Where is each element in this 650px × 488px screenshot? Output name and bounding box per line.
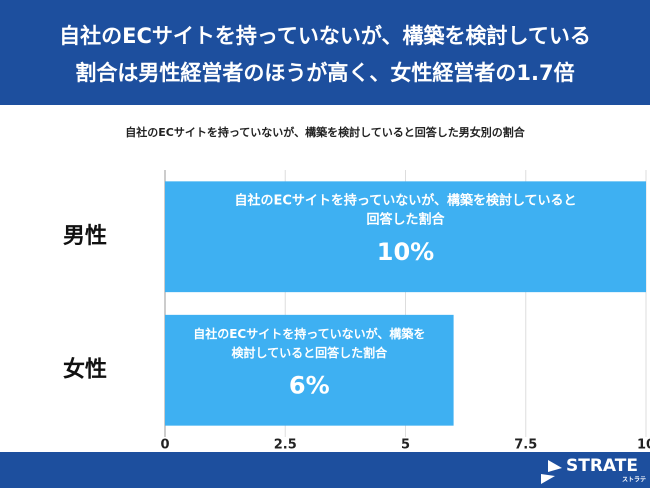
brand-kana: ストラテ — [622, 477, 646, 484]
x-tick-label: 5 — [401, 438, 410, 453]
x-tick-label: 0 — [160, 438, 169, 453]
bar-note: 回答した割合 — [366, 211, 445, 227]
logo-icon — [548, 460, 562, 472]
value-label: 10% — [377, 238, 434, 266]
bar — [165, 181, 646, 293]
bar-note: 検討していると回答した割合 — [231, 345, 388, 360]
x-tick-label: 2.5 — [274, 438, 297, 453]
logo: STRATE ストラテ — [541, 456, 646, 484]
chart-subtitle: 自社のECサイトを持っていないが、構築を検討していると回答した男女別の割合 — [125, 125, 525, 139]
bar-note: 自社のECサイトを持っていないが、構築を検討していると — [234, 192, 576, 208]
y-tick-label: 女性 — [63, 356, 107, 382]
y-tick-label: 男性 — [63, 224, 107, 249]
title-line: 割合は男性経営者のほうが高く、女性経営者の1.7倍 — [75, 61, 574, 85]
bar — [165, 314, 454, 426]
value-label: 6% — [289, 371, 330, 399]
brand: STRATE — [566, 456, 638, 476]
title-line: 自社のECサイトを持っていないが、構築を検討している — [59, 24, 591, 48]
x-tick-label: 7.5 — [514, 438, 537, 453]
x-tick-label: 10 — [637, 438, 650, 453]
logo-icon — [541, 474, 555, 484]
header-band — [0, 0, 650, 105]
bar-note: 自社のECサイトを持っていないが、構築を — [193, 326, 425, 341]
